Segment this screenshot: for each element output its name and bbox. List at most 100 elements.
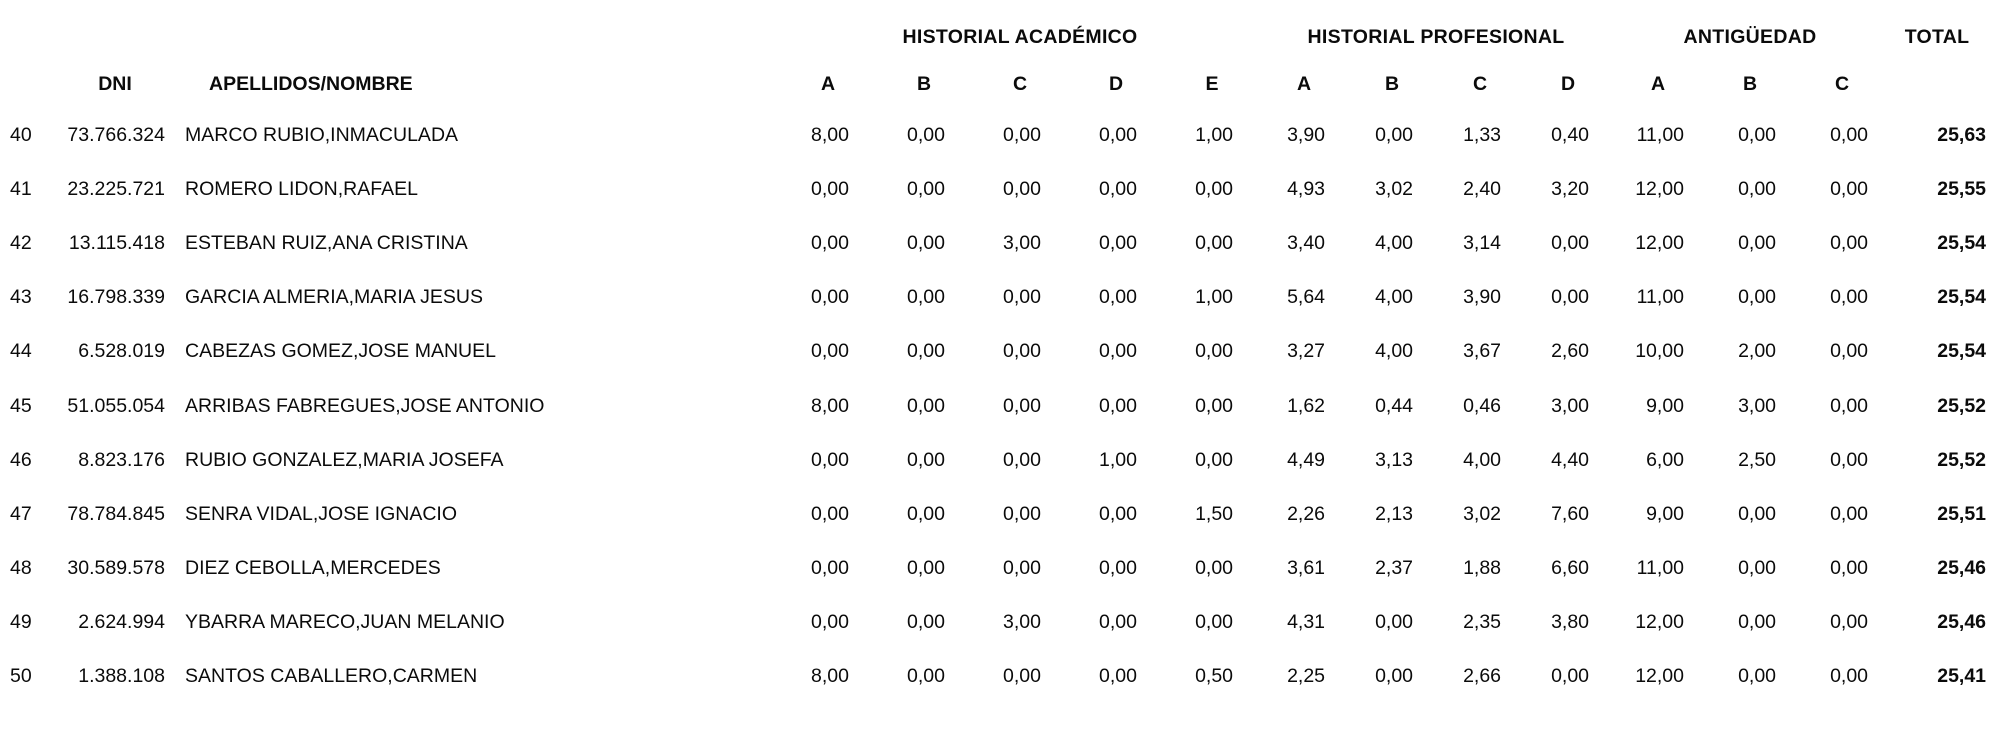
column-header-academico-a: A: [820, 72, 836, 95]
column-header-profesional-a: A: [1296, 72, 1312, 95]
row-total: 25,63: [1937, 123, 1987, 146]
column-header-profesional-b: B: [1384, 72, 1400, 95]
column-header-antiguedad-a: A: [1650, 72, 1666, 95]
score-antiguedad-b: 0,00: [1738, 611, 1777, 634]
score-academico-b: 0,00: [907, 286, 945, 309]
score-academico-a: 0,00: [811, 231, 849, 254]
score-profesional-b: 3,13: [1375, 448, 1414, 471]
score-profesional-a: 3,40: [1287, 231, 1326, 254]
row-rank: 46: [10, 448, 32, 471]
score-antiguedad-b: 2,50: [1738, 448, 1777, 471]
score-profesional-c: 2,66: [1463, 665, 1502, 688]
score-antiguedad-b: 0,00: [1738, 502, 1777, 525]
score-academico-c: 0,00: [1003, 665, 1041, 688]
score-academico-c: 0,00: [1003, 394, 1041, 417]
row-name: ROMERO LIDON,RAFAEL: [185, 177, 418, 200]
table-row: 50 1.388.108 SANTOS CABALLERO,CARMEN 8,00 0,…: [0, 650, 2000, 704]
row-total: 25,51: [1937, 502, 1987, 525]
row-rank: 50: [10, 665, 32, 688]
score-academico-e: 0,00: [1195, 340, 1234, 363]
score-academico-d: 0,00: [1099, 231, 1137, 254]
score-antiguedad-b: 0,00: [1738, 123, 1777, 146]
score-academico-b: 0,00: [907, 340, 945, 363]
column-header-profesional-d: D: [1560, 72, 1576, 95]
score-antiguedad-c: 0,00: [1830, 340, 1869, 363]
table-row: 46 8.823.176 RUBIO GONZALEZ,MARIA JOSEFA 0,…: [0, 433, 2000, 487]
table-header: HISTORIAL ACADÉMICO HISTORIAL PROFESIONA…: [0, 14, 2000, 108]
column-header-academico-c: C: [1012, 72, 1028, 95]
row-total: 25,52: [1937, 448, 1987, 471]
row-rank: 40: [10, 123, 32, 146]
score-antiguedad-b: 3,00: [1738, 394, 1777, 417]
score-profesional-c: 3,90: [1463, 286, 1502, 309]
column-header-academico-b: B: [916, 72, 932, 95]
row-total: 25,54: [1937, 340, 1987, 363]
score-antiguedad-a: 6,00: [1646, 448, 1685, 471]
score-antiguedad-c: 0,00: [1830, 394, 1869, 417]
score-academico-c: 3,00: [1003, 611, 1041, 634]
row-dni: 1.388.108: [78, 665, 165, 688]
score-academico-e: 1,00: [1195, 286, 1234, 309]
row-rank: 45: [10, 394, 32, 417]
score-academico-d: 0,00: [1099, 123, 1137, 146]
score-profesional-b: 0,00: [1375, 123, 1414, 146]
table-row: 49 2.624.994 YBARRA MARECO,JUAN MELANIO 0,0…: [0, 596, 2000, 650]
score-profesional-d: 0,00: [1551, 286, 1590, 309]
row-rank: 47: [10, 502, 32, 525]
score-academico-e: 0,00: [1195, 611, 1234, 634]
header-spacer: [1888, 60, 2000, 108]
row-name: SANTOS CABALLERO,CARMEN: [185, 665, 478, 688]
column-header-antiguedad-c: C: [1834, 72, 1850, 95]
score-academico-d: 0,00: [1099, 177, 1137, 200]
row-total: 25,46: [1937, 611, 1987, 634]
score-profesional-a: 3,61: [1287, 557, 1326, 580]
header-spacer: [0, 60, 55, 108]
score-profesional-d: 0,00: [1551, 665, 1590, 688]
row-name: DIEZ CEBOLLA,MERCEDES: [185, 557, 441, 580]
table-row: 44 6.528.019 CABEZAS GOMEZ,JOSE MANUEL 0,00…: [0, 325, 2000, 379]
table-row: 41 23.225.721 ROMERO LIDON,RAFAEL 0,00 0,00 0…: [0, 162, 2000, 216]
score-profesional-d: 3,20: [1551, 177, 1590, 200]
row-dni: 51.055.054: [67, 394, 165, 417]
score-academico-a: 0,00: [811, 448, 849, 471]
table-row: 47 78.784.845 SENRA VIDAL,JOSE IGNACIO 0,00…: [0, 487, 2000, 541]
score-academico-d: 1,00: [1099, 448, 1137, 471]
column-header-dni: DNI: [98, 72, 132, 95]
row-dni: 6.528.019: [78, 340, 165, 363]
score-academico-b: 0,00: [907, 557, 945, 580]
score-academico-c: 0,00: [1003, 502, 1041, 525]
score-academico-c: 0,00: [1003, 177, 1041, 200]
score-academico-e: 1,50: [1195, 502, 1234, 525]
score-antiguedad-a: 9,00: [1646, 502, 1685, 525]
row-dni: 2.624.994: [78, 611, 165, 634]
score-profesional-d: 3,00: [1551, 394, 1590, 417]
score-academico-d: 0,00: [1099, 286, 1137, 309]
score-academico-e: 1,00: [1195, 123, 1234, 146]
score-profesional-b: 4,00: [1375, 340, 1414, 363]
score-academico-c: 0,00: [1003, 340, 1041, 363]
row-name: SENRA VIDAL,JOSE IGNACIO: [185, 502, 457, 525]
score-profesional-b: 0,00: [1375, 611, 1414, 634]
score-academico-e: 0,00: [1195, 394, 1234, 417]
score-profesional-d: 3,80: [1551, 611, 1590, 634]
score-antiguedad-b: 0,00: [1738, 557, 1777, 580]
score-antiguedad-c: 0,00: [1830, 286, 1869, 309]
score-antiguedad-c: 0,00: [1830, 231, 1869, 254]
score-antiguedad-c: 0,00: [1830, 123, 1869, 146]
score-profesional-c: 3,14: [1463, 231, 1502, 254]
score-profesional-b: 2,13: [1375, 502, 1414, 525]
row-dni: 73.766.324: [67, 123, 165, 146]
score-antiguedad-b: 0,00: [1738, 286, 1777, 309]
score-academico-a: 0,00: [811, 286, 849, 309]
score-profesional-d: 7,60: [1551, 502, 1590, 525]
score-antiguedad-c: 0,00: [1830, 665, 1869, 688]
row-dni: 8.823.176: [78, 448, 165, 471]
score-antiguedad-b: 0,00: [1738, 231, 1777, 254]
score-academico-a: 8,00: [811, 394, 849, 417]
score-antiguedad-b: 0,00: [1738, 177, 1777, 200]
row-rank: 44: [10, 340, 32, 363]
score-profesional-c: 2,40: [1463, 177, 1502, 200]
score-profesional-d: 2,60: [1551, 340, 1590, 363]
score-profesional-a: 1,62: [1287, 394, 1326, 417]
score-antiguedad-a: 10,00: [1635, 340, 1685, 363]
